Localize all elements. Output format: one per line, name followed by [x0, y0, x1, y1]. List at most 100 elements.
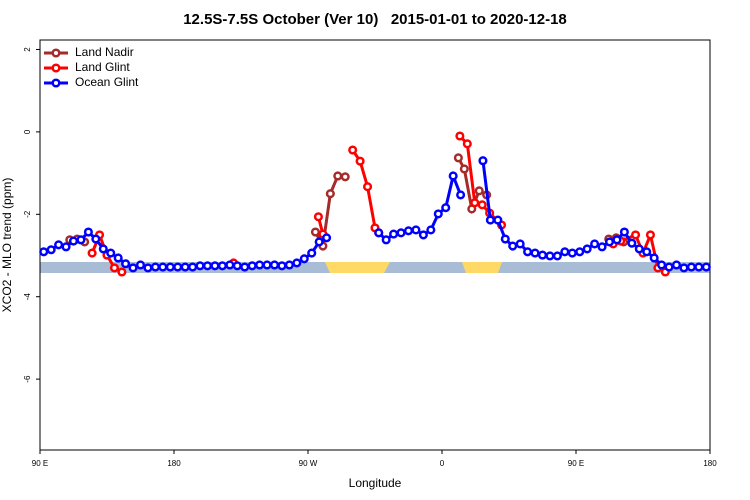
data-point — [355, 156, 365, 166]
plot-frame — [39, 39, 711, 451]
data-point — [612, 235, 622, 245]
y-tick-label: 0 — [23, 129, 32, 134]
data-point — [240, 262, 250, 272]
x-tick-label: 90 W — [299, 459, 318, 468]
y-axis-label: XCO2 - MLO trend (ppm) — [0, 178, 14, 313]
data-point — [143, 263, 153, 273]
data-point — [381, 235, 391, 245]
data-point — [173, 262, 183, 272]
data-point — [210, 261, 220, 271]
data-point — [150, 262, 160, 272]
data-point — [310, 227, 320, 237]
data-point — [500, 234, 510, 244]
data-point — [217, 261, 227, 271]
data-point — [348, 145, 358, 155]
data-point — [664, 262, 674, 272]
data-point — [671, 260, 682, 270]
data-point — [269, 260, 280, 270]
data-point — [54, 240, 64, 250]
data-point — [374, 228, 384, 238]
y-tick-label: 2 — [23, 47, 32, 52]
data-point — [634, 244, 644, 254]
data-point — [631, 230, 641, 240]
legend-label: Land Glint — [75, 60, 130, 74]
data-point — [195, 261, 205, 271]
data-point — [590, 239, 600, 249]
data-point — [642, 247, 652, 257]
legend-marker — [51, 78, 61, 88]
data-point — [363, 182, 373, 192]
data-point — [158, 262, 168, 272]
data-point — [188, 262, 198, 272]
series-line — [43, 160, 707, 270]
data-point — [322, 233, 332, 243]
data-point — [470, 198, 480, 208]
data-point — [462, 139, 472, 149]
data-point — [98, 244, 108, 254]
data-point — [277, 261, 287, 271]
data-point — [340, 172, 350, 182]
x-tick-label: 0 — [440, 459, 445, 468]
series-line — [69, 157, 625, 251]
legend-marker — [51, 63, 61, 73]
y-tick-label: -6 — [23, 375, 32, 383]
chart-title: 12.5S-7.5S October (Ver 10) 2015-01-01 t… — [183, 11, 567, 28]
land-strip — [325, 262, 390, 273]
data-point — [314, 237, 324, 247]
data-point — [657, 260, 667, 270]
data-point — [333, 171, 343, 181]
data-point — [537, 250, 548, 260]
data-point — [284, 260, 294, 270]
data-point — [135, 260, 146, 270]
data-point — [474, 186, 484, 196]
data-point — [477, 200, 487, 210]
data-point — [453, 153, 463, 163]
data-point — [128, 263, 138, 273]
data-point — [68, 236, 79, 246]
data-point — [604, 237, 615, 247]
data-point — [83, 227, 93, 237]
data-point — [455, 131, 465, 141]
data-point — [292, 258, 302, 268]
data-point — [39, 247, 49, 257]
data-point — [418, 230, 428, 240]
data-point — [117, 267, 127, 277]
data-point — [113, 253, 123, 263]
data-point — [694, 262, 704, 272]
data-point — [523, 247, 533, 257]
data-point — [202, 261, 213, 271]
data-point — [530, 248, 540, 258]
data-point — [87, 248, 97, 258]
data-point — [597, 242, 607, 252]
data-point — [552, 251, 562, 261]
data-point — [441, 203, 451, 213]
data-point — [493, 215, 503, 225]
data-point — [411, 225, 421, 235]
data-point — [448, 171, 458, 181]
data-point — [307, 248, 317, 258]
x-tick-label: 90 E — [568, 459, 584, 468]
data-point — [686, 262, 696, 272]
data-point — [645, 230, 655, 240]
data-point — [325, 189, 335, 199]
data-point — [459, 164, 469, 174]
data-point — [456, 190, 466, 200]
data-point — [478, 156, 488, 166]
x-tick-label: 180 — [167, 459, 181, 468]
data-point — [389, 229, 399, 239]
data-point — [649, 253, 659, 263]
x-tick-label: 180 — [703, 459, 717, 468]
legend-label: Land Nadir — [75, 45, 134, 59]
data-point — [545, 251, 555, 261]
data-point — [515, 239, 525, 249]
data-point — [403, 226, 414, 236]
y-tick-label: -2 — [23, 210, 32, 218]
data-point — [165, 262, 175, 272]
land-strip — [462, 262, 502, 273]
data-point — [701, 262, 711, 272]
data-point — [619, 227, 629, 237]
data-point — [396, 228, 406, 238]
data-point — [582, 244, 592, 254]
y-tick-label: -4 — [23, 293, 32, 301]
